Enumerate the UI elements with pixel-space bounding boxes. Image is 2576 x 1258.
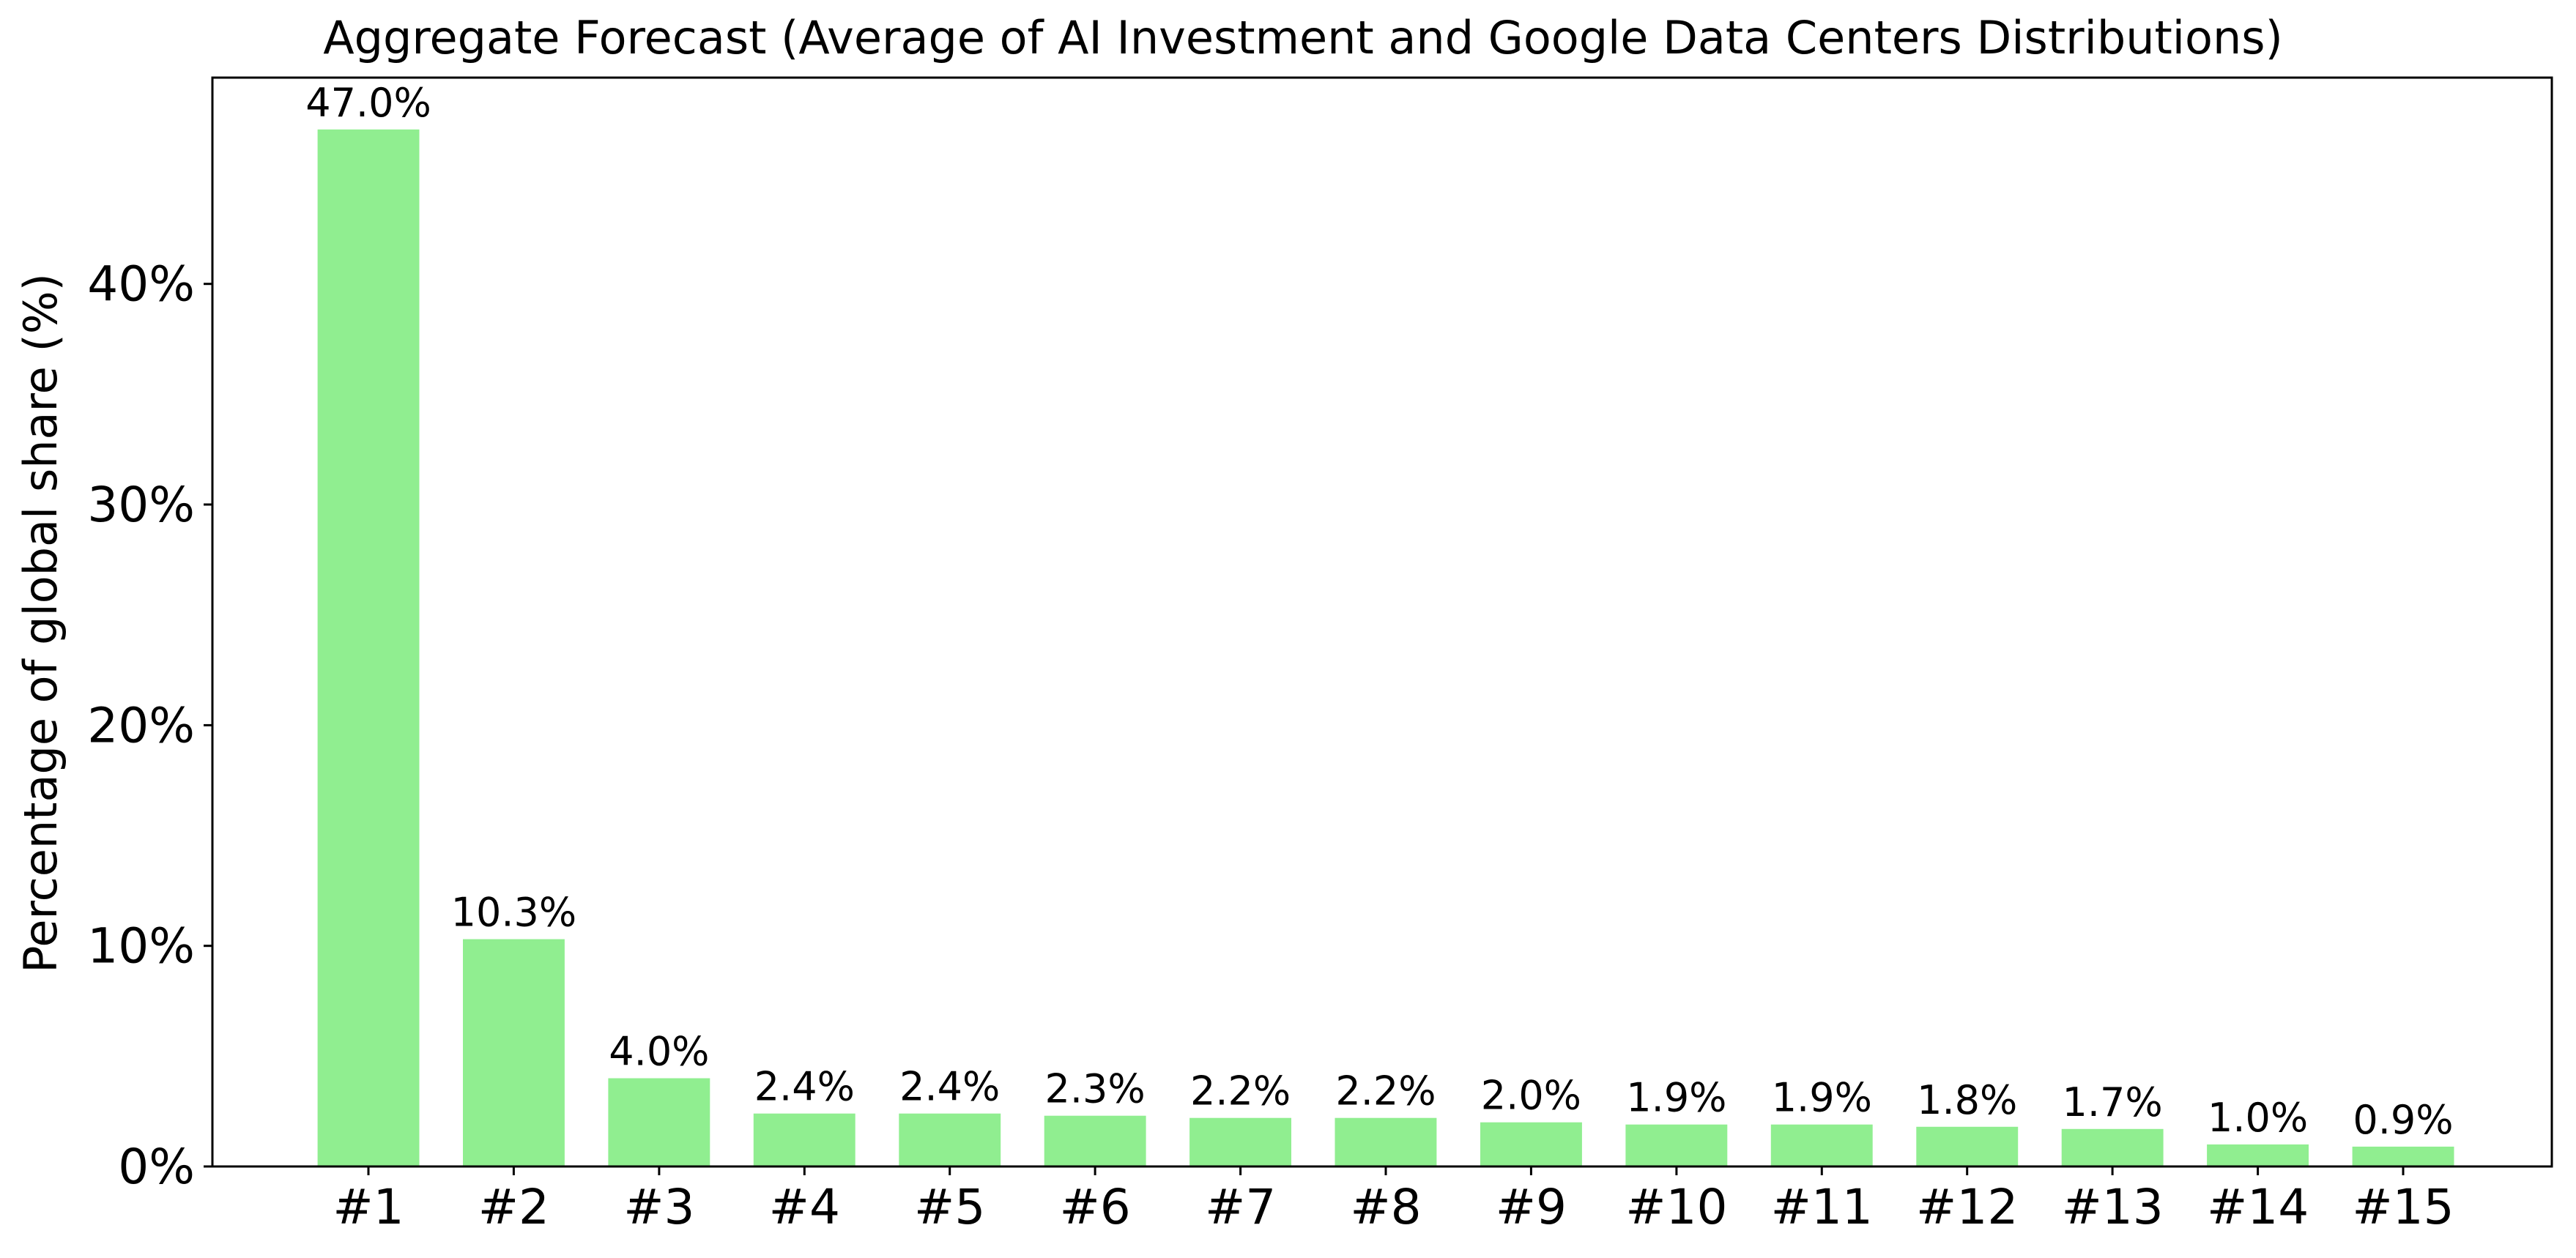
bar-value-label-15: 0.9%: [2353, 1097, 2453, 1143]
y-tick-label-0: 0%: [118, 1139, 195, 1195]
chart-title: Aggregate Forecast (Average of AI Invest…: [323, 11, 2283, 64]
x-tick-label-10: #10: [1625, 1179, 1727, 1235]
bar-8: [1335, 1117, 1437, 1166]
bar-1: [317, 129, 420, 1166]
x-tick-label-2: #2: [478, 1179, 549, 1235]
x-tick-label-6: #6: [1059, 1179, 1130, 1235]
bar-9: [1480, 1122, 1582, 1166]
bars-group: [317, 129, 2454, 1166]
y-tick-label-1: 10%: [87, 918, 195, 975]
bar-value-label-3: 4.0%: [609, 1029, 709, 1075]
bar-value-label-4: 2.4%: [754, 1064, 855, 1110]
y-tick-label-4: 40%: [87, 256, 195, 313]
x-tick-label-8: #8: [1350, 1179, 1421, 1235]
bar-12: [1916, 1126, 2019, 1166]
x-tick-label-14: #14: [2207, 1179, 2309, 1235]
bar-10: [1625, 1124, 1728, 1166]
x-tick-label-9: #9: [1496, 1179, 1567, 1235]
bar-3: [608, 1078, 710, 1166]
y-axis-ticks: 0% 10% 20% 30% 40%: [87, 256, 212, 1195]
bar-value-label-6: 2.3%: [1044, 1066, 1145, 1112]
bar-value-label-14: 1.0%: [2208, 1095, 2308, 1141]
bar-4: [753, 1113, 855, 1166]
x-tick-label-7: #7: [1205, 1179, 1276, 1235]
y-tick-label-2: 20%: [87, 697, 195, 753]
value-labels-group: 47.0% 10.3% 4.0% 2.4% 2.4% 2.3% 2.2% 2.2% 2.0% 1.…: [305, 80, 2453, 1143]
x-tick-label-12: #12: [1916, 1179, 2018, 1235]
bar-value-label-2: 10.3%: [451, 890, 577, 936]
bar-6: [1044, 1115, 1146, 1166]
bar-11: [1770, 1124, 1873, 1166]
x-tick-label-15: #15: [2352, 1179, 2454, 1235]
bar-5: [899, 1113, 1001, 1166]
x-tick-label-3: #3: [623, 1179, 694, 1235]
bar-value-label-7: 2.2%: [1190, 1068, 1291, 1114]
bar-value-label-5: 2.4%: [899, 1064, 1000, 1110]
y-tick-label-3: 30%: [87, 477, 195, 533]
x-tick-label-4: #4: [769, 1179, 840, 1235]
x-tick-label-11: #11: [1771, 1179, 1873, 1235]
bar-value-label-12: 1.8%: [1917, 1077, 2017, 1123]
bar-15: [2352, 1146, 2454, 1166]
bar-value-label-11: 1.9%: [1772, 1075, 1872, 1121]
bar-14: [2207, 1144, 2309, 1166]
x-tick-label-1: #1: [333, 1179, 404, 1235]
y-axis-label: Percentage of global share (%): [14, 273, 67, 973]
bar-value-label-1: 47.0%: [305, 80, 431, 126]
bar-2: [463, 939, 565, 1166]
plot-area-frame: [211, 76, 2553, 1168]
x-tick-label-13: #13: [2061, 1179, 2163, 1235]
bar-value-label-8: 2.2%: [1335, 1068, 1436, 1114]
bar-13: [2061, 1128, 2164, 1166]
x-tick-label-5: #5: [914, 1179, 985, 1235]
bar-value-label-10: 1.9%: [1626, 1075, 1726, 1121]
bar-value-label-9: 2.0%: [1481, 1073, 1581, 1119]
x-axis-ticks: #1 #2 #3 #4 #5 #6 #7 #8 #9 #10 #11 #12 #13 #14 #15: [333, 1166, 2454, 1235]
bar-7: [1189, 1117, 1291, 1166]
bar-value-label-13: 1.7%: [2062, 1079, 2162, 1125]
